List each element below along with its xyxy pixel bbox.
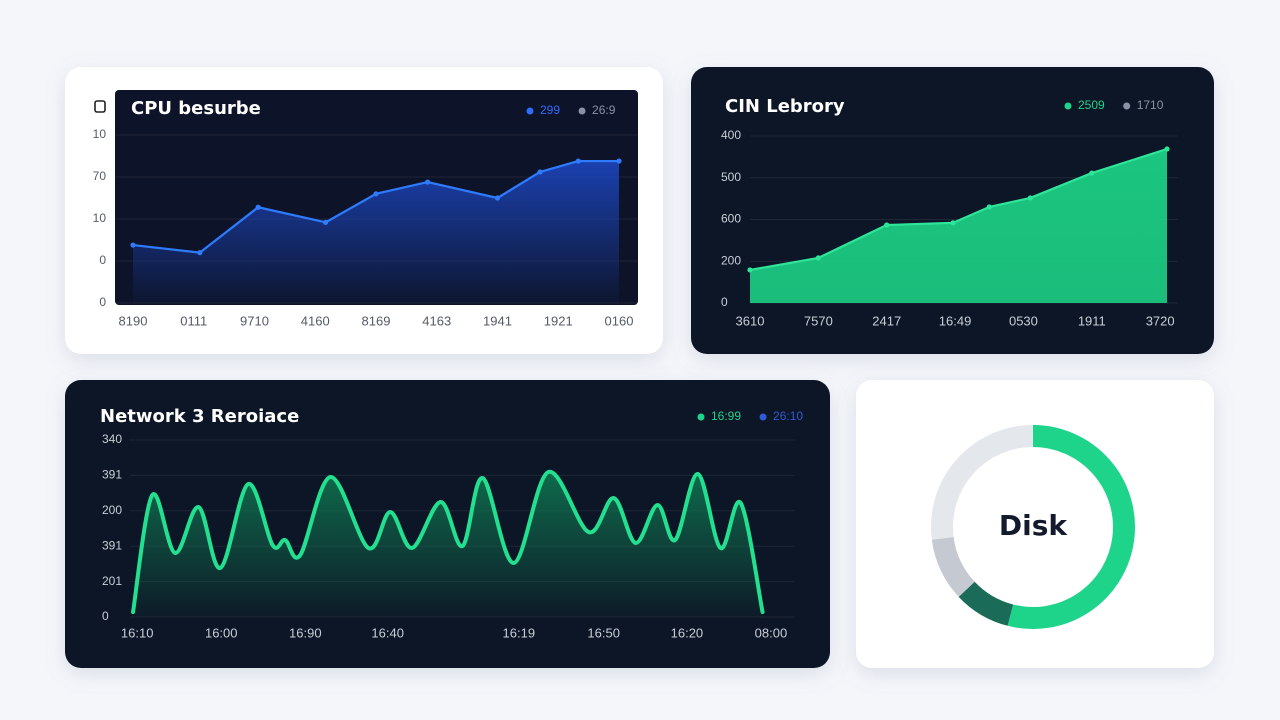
x-tick-label: 1911 <box>1078 313 1106 328</box>
series-line <box>748 147 1169 272</box>
y-tick-label: 201 <box>102 574 122 588</box>
disk-card <box>856 380 1214 668</box>
chart-title: CPU besurbe <box>131 98 261 119</box>
legend-label: 26:10 <box>773 409 803 423</box>
data-point <box>373 191 379 197</box>
legend-label: 2509 <box>1078 98 1105 112</box>
data-point <box>322 219 329 225</box>
x-tick-label: 16:10 <box>121 625 154 640</box>
y-tick-label: 10 <box>93 211 107 225</box>
y-tick-label: 600 <box>721 212 741 226</box>
x-tick-label: 4163 <box>422 313 451 328</box>
x-tick-label: 0160 <box>605 313 634 328</box>
x-tick-label: 16:19 <box>503 625 536 640</box>
chart-title: CIN Lebrory <box>725 96 845 117</box>
data-point <box>1089 170 1095 176</box>
chart-title: Network 3 Reroiace <box>100 406 299 427</box>
x-tick-label: 8169 <box>362 313 391 328</box>
donut-segment <box>931 425 1034 540</box>
data-point <box>815 255 821 261</box>
x-tick-label: 4160 <box>301 313 330 328</box>
x-tick-label: 8190 <box>119 313 148 328</box>
x-tick-label: 16:90 <box>289 625 322 640</box>
data-point <box>197 250 203 256</box>
data-point <box>425 179 431 185</box>
y-tick-label: 0 <box>102 609 109 623</box>
data-point <box>130 242 136 248</box>
x-tick-label: 9710 <box>240 313 269 328</box>
y-tick-label: 500 <box>721 170 741 184</box>
series-line <box>131 159 621 254</box>
y-tick-label: 400 <box>721 128 741 142</box>
y-tick-label: 340 <box>102 432 122 446</box>
cpu-icon <box>94 100 106 113</box>
data-point <box>537 169 543 175</box>
y-tick-label: 200 <box>102 503 122 517</box>
x-tick-label: 1941 <box>483 313 512 328</box>
donut-segment <box>958 581 1014 626</box>
x-tick-label: 3610 <box>736 313 765 328</box>
y-tick-label: 0 <box>99 253 106 267</box>
area-fill <box>133 471 763 617</box>
data-point <box>884 222 890 228</box>
legend-dot <box>1123 102 1131 110</box>
x-tick-label: 3720 <box>1146 313 1175 328</box>
series-line <box>131 470 765 615</box>
y-tick-label: 200 <box>721 253 741 267</box>
legend-dot <box>578 107 586 115</box>
donut-segment <box>931 536 975 597</box>
data-point <box>255 204 261 210</box>
x-tick-label: 16:20 <box>671 625 704 640</box>
y-tick-label: 10 <box>93 127 107 141</box>
area-fill <box>133 161 619 303</box>
data-point <box>575 158 581 164</box>
data-point <box>1164 146 1170 152</box>
y-tick-label: 391 <box>102 538 122 552</box>
x-tick-label: 16:50 <box>587 625 620 640</box>
data-point <box>986 204 992 210</box>
legend-dot <box>759 413 767 421</box>
plots: CPU besurbe 299 26:9 0 0 10 70 10 8190 0111 9710 41… <box>93 96 1178 640</box>
y-tick-label: 70 <box>93 169 107 183</box>
data-point <box>1027 195 1033 201</box>
y-tick-label: 0 <box>99 295 106 309</box>
data-point <box>747 267 753 273</box>
legend-label: 1710 <box>1137 98 1164 112</box>
x-tick-label: 16:40 <box>371 625 404 640</box>
legend-dot <box>697 413 705 421</box>
data-point <box>494 195 501 201</box>
y-tick-label: 391 <box>102 468 122 482</box>
legend-dot <box>1064 102 1072 110</box>
y-tick-label: 0 <box>721 295 728 309</box>
data-point <box>950 220 956 226</box>
x-tick-label: 7570 <box>804 313 833 328</box>
legend-dot <box>526 107 534 115</box>
x-tick-label: 0530 <box>1009 313 1038 328</box>
donut-label: Disk <box>999 509 1069 542</box>
legend-label: 26:9 <box>592 103 616 117</box>
donut-segment <box>1007 425 1135 629</box>
x-tick-label: 2417 <box>872 313 901 328</box>
x-tick-label: 16:49 <box>939 313 972 328</box>
area-fill <box>750 149 1167 303</box>
legend-label: 299 <box>540 103 560 117</box>
x-tick-label: 0111 <box>180 313 207 328</box>
legend-label: 16:99 <box>711 409 741 423</box>
data-point <box>616 158 622 164</box>
x-tick-label: 08:00 <box>755 625 788 640</box>
x-tick-label: 16:00 <box>205 625 238 640</box>
x-tick-label: 1921 <box>544 313 573 328</box>
